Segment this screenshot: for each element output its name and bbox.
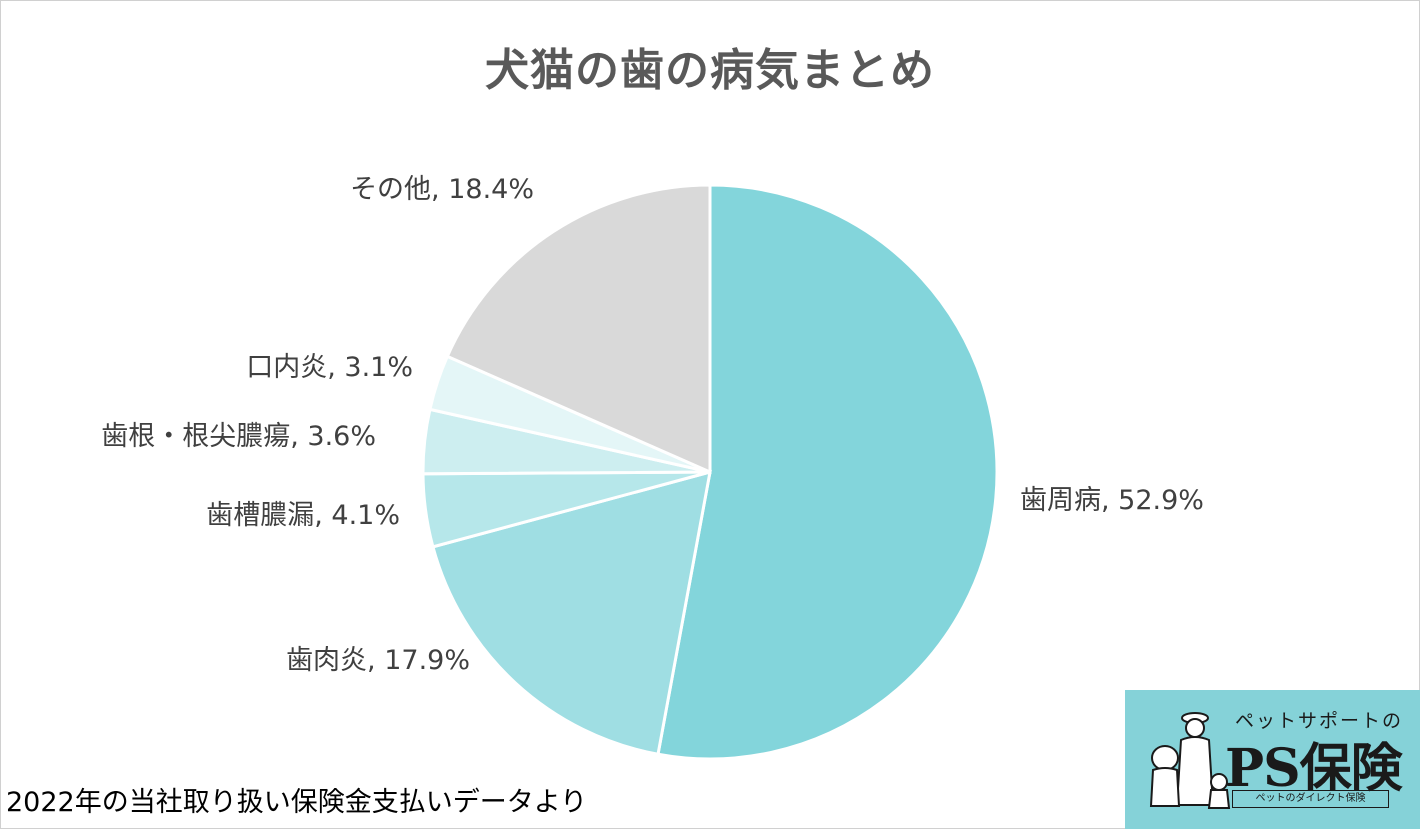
source-note: 2022年の当社取り扱い保険金支払いデータより [6, 787, 588, 818]
slice-label: その他, 18.4% [350, 174, 534, 205]
logo-wordmark: PS保険 [1225, 738, 1403, 799]
ps-hoken-logo: ペットサポートの PS保険 ペットのダイレクト保険 [1125, 690, 1420, 829]
slice-label: 歯槽膿漏, 4.1% [206, 500, 400, 531]
slice-label: 口内炎, 3.1% [246, 352, 413, 383]
pets-illustration-icon [1149, 712, 1231, 809]
chart-title: 犬猫の歯の病気まとめ [485, 45, 935, 96]
slice-label: 歯根・根尖膿瘍, 3.6% [101, 421, 376, 452]
slice-label: 歯肉炎, 17.9% [286, 645, 470, 676]
logo-tagline: ペットサポートの [1235, 710, 1404, 732]
pie-slice [431, 469, 712, 756]
pie-slice [656, 183, 999, 761]
logo-subtitle: ペットのダイレクト保険 [1232, 790, 1389, 808]
pie-slice [445, 183, 712, 475]
slice-label: 歯周病, 52.9% [1020, 485, 1204, 516]
